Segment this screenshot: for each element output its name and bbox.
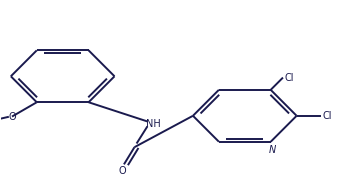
Text: Cl: Cl	[323, 111, 333, 121]
Text: O: O	[8, 112, 16, 122]
Text: O: O	[118, 166, 126, 176]
Text: Cl: Cl	[285, 73, 294, 83]
Text: N: N	[269, 145, 276, 155]
Text: NH: NH	[146, 119, 161, 129]
